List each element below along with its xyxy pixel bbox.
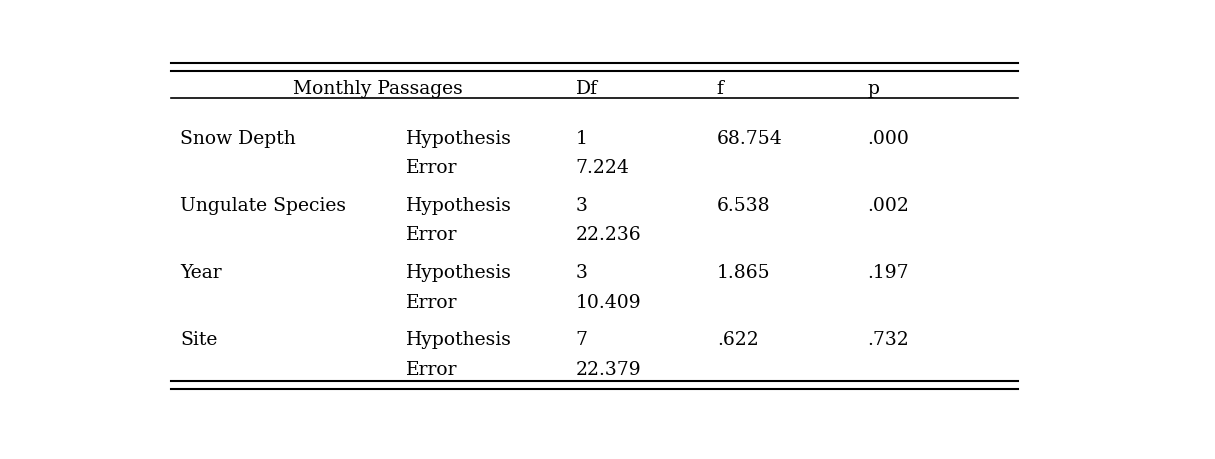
Text: 3: 3: [576, 263, 588, 281]
Text: Hypothesis: Hypothesis: [406, 263, 512, 281]
Text: .000: .000: [868, 129, 909, 147]
Text: Snow Depth: Snow Depth: [180, 129, 296, 147]
Text: p: p: [868, 80, 880, 98]
Text: 7: 7: [576, 331, 588, 349]
Text: 1.865: 1.865: [717, 263, 770, 281]
Text: Error: Error: [406, 159, 458, 177]
Text: .197: .197: [868, 263, 909, 281]
Text: Hypothesis: Hypothesis: [406, 331, 512, 349]
Text: 1: 1: [576, 129, 588, 147]
Text: 22.236: 22.236: [576, 226, 642, 244]
Text: Hypothesis: Hypothesis: [406, 196, 512, 214]
Text: Year: Year: [180, 263, 222, 281]
Text: Df: Df: [576, 80, 598, 98]
Text: Monthly Passages: Monthly Passages: [293, 80, 463, 98]
Text: Error: Error: [406, 360, 458, 378]
Text: Site: Site: [180, 331, 217, 349]
Text: .622: .622: [717, 331, 758, 349]
Text: Hypothesis: Hypothesis: [406, 129, 512, 147]
Text: .732: .732: [868, 331, 909, 349]
Text: 22.379: 22.379: [576, 360, 642, 378]
Text: f: f: [717, 80, 724, 98]
Text: 3: 3: [576, 196, 588, 214]
Text: 68.754: 68.754: [717, 129, 782, 147]
Text: 10.409: 10.409: [576, 293, 642, 311]
Text: Error: Error: [406, 226, 458, 244]
Text: 7.224: 7.224: [576, 159, 629, 177]
Text: .002: .002: [868, 196, 909, 214]
Text: Ungulate Species: Ungulate Species: [180, 196, 346, 214]
Text: Error: Error: [406, 293, 458, 311]
Text: 6.538: 6.538: [717, 196, 770, 214]
